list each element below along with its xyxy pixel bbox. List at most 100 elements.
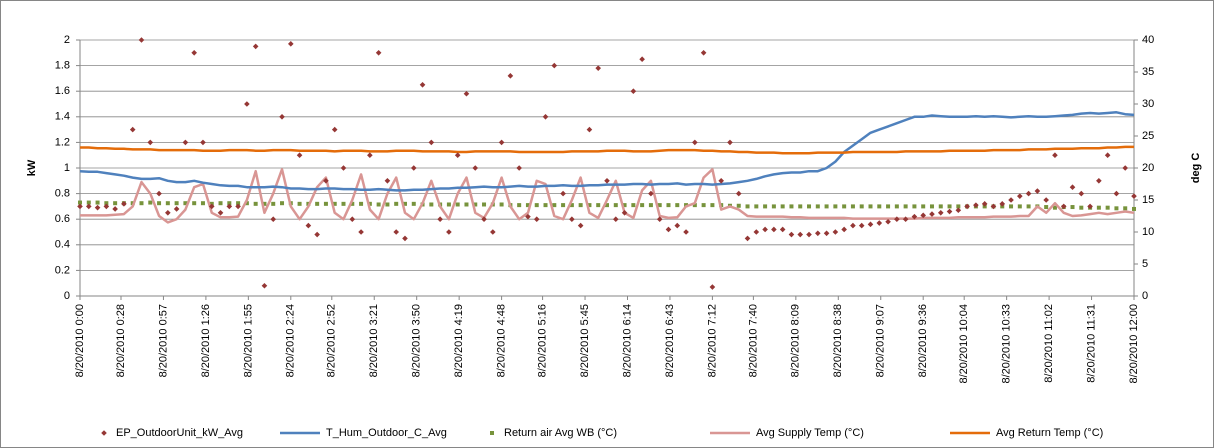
data-point	[341, 201, 346, 206]
x-tick-label: 8/20/2010 10:33	[1001, 304, 1013, 384]
data-point	[1079, 205, 1084, 210]
x-tick-label: 8/20/2010 9:36	[917, 304, 929, 377]
data-point	[1096, 178, 1102, 184]
data-point	[165, 210, 171, 216]
data-point	[331, 126, 338, 133]
data-point	[200, 201, 205, 206]
data-point	[217, 210, 224, 216]
data-point	[208, 203, 215, 210]
data-point	[938, 204, 943, 209]
data-point	[252, 43, 259, 50]
data-point	[964, 203, 970, 210]
data-point	[999, 201, 1006, 207]
data-point	[700, 50, 707, 56]
data-point	[612, 216, 619, 222]
data-point	[227, 201, 232, 206]
y-tick-label: 1.4	[55, 111, 70, 123]
data-point	[630, 88, 637, 94]
data-point	[1123, 206, 1128, 211]
data-point	[656, 216, 663, 222]
data-point	[525, 203, 530, 208]
data-point	[157, 201, 162, 206]
y-tick-label: 0.6	[55, 213, 70, 225]
data-point	[753, 229, 760, 235]
x-tick-label: 8/20/2010 9:07	[875, 304, 887, 377]
y-tick-label: 1.8	[55, 60, 70, 72]
data-point	[191, 50, 197, 56]
data-point	[946, 208, 953, 215]
data-point	[350, 201, 355, 206]
data-point	[868, 204, 873, 209]
data-point	[1131, 193, 1137, 199]
data-point	[621, 210, 628, 216]
data-point	[990, 203, 997, 210]
data-point	[605, 203, 609, 208]
data-point	[876, 220, 883, 226]
data-point	[1044, 205, 1049, 210]
data-point	[815, 204, 820, 209]
data-point	[174, 201, 179, 206]
data-point	[780, 204, 785, 209]
data-point	[639, 56, 645, 62]
x-tick-label: 8/20/2010 7:12	[706, 304, 718, 377]
data-point	[183, 201, 188, 206]
data-point	[367, 152, 373, 158]
data-point	[727, 139, 733, 146]
data-point	[296, 152, 303, 158]
x-tick-label: 8/20/2010 3:21	[368, 304, 380, 377]
data-point	[771, 204, 776, 209]
series-line	[79, 111, 1135, 192]
data-point	[359, 201, 364, 206]
y2-tick-label: 0	[1142, 290, 1148, 302]
data-point	[648, 190, 654, 197]
x-tick-label: 8/20/2010 0:57	[157, 304, 169, 377]
data-point	[604, 178, 610, 184]
data-point	[1008, 197, 1014, 203]
y-tick-label: 1.2	[55, 136, 70, 148]
data-point	[410, 165, 417, 171]
data-point	[640, 203, 645, 208]
data-point	[850, 222, 856, 229]
y2-tick-label: 35	[1142, 66, 1154, 78]
data-point	[94, 204, 101, 211]
data-point	[1052, 152, 1058, 158]
data-point	[402, 235, 408, 242]
y-axis-title: kW	[26, 159, 38, 176]
data-point	[561, 203, 566, 208]
y2-tick-label: 10	[1142, 226, 1154, 238]
data-point	[314, 231, 320, 238]
y-tick-label: 0.8	[55, 188, 70, 200]
data-point	[428, 139, 435, 146]
data-point	[464, 202, 469, 207]
data-point	[332, 201, 337, 206]
y2-tick-label: 40	[1142, 34, 1154, 46]
x-tick-label: 8/20/2010 2:52	[326, 304, 338, 377]
data-point	[806, 231, 812, 238]
data-point	[842, 204, 847, 209]
data-point	[1017, 193, 1023, 199]
data-point	[463, 90, 470, 97]
data-point	[455, 202, 460, 207]
data-point	[1060, 203, 1067, 210]
data-point	[578, 203, 583, 208]
data-point	[376, 202, 381, 207]
data-point	[911, 213, 918, 220]
y2-tick-label: 15	[1142, 194, 1154, 206]
x-tick-label: 8/20/2010 4:48	[496, 304, 508, 377]
data-point	[779, 226, 786, 233]
data-point	[823, 230, 830, 237]
data-point	[280, 201, 285, 206]
legend-label: Return air Avg WB (°C)	[504, 427, 617, 439]
data-point	[744, 235, 751, 242]
data-point	[832, 229, 839, 235]
data-point	[156, 190, 162, 197]
data-point	[1087, 203, 1093, 210]
data-point	[192, 201, 197, 206]
x-tick-label: 8/20/2010 0:28	[115, 304, 127, 377]
data-point	[763, 204, 768, 209]
data-point	[349, 216, 356, 222]
data-point	[482, 202, 487, 207]
y-tick-label: 2	[64, 34, 70, 46]
data-point	[542, 114, 549, 120]
data-point	[683, 229, 689, 235]
